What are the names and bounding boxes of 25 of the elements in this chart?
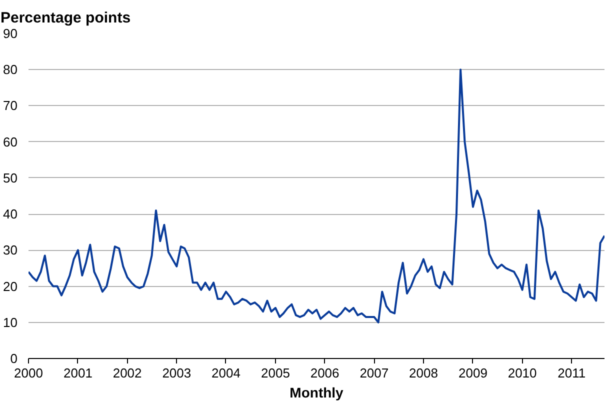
x-tick-label: 2009 — [458, 366, 488, 380]
x-tick-label: 2007 — [360, 366, 389, 380]
x-tick-label: 2006 — [310, 366, 340, 380]
x-tick-label: 2005 — [261, 366, 290, 380]
x-tick-label: 2001 — [64, 366, 92, 380]
line-series — [28, 68, 604, 324]
y-tick-label: 0 — [10, 351, 18, 366]
y-tick-label: 10 — [3, 314, 18, 330]
x-axis-title: Monthly — [290, 384, 344, 400]
y-tick-label: 30 — [3, 242, 18, 258]
x-tick-label: 2010 — [508, 366, 537, 380]
y-tick-label: 80 — [3, 62, 18, 78]
x-tick-label: 2011 — [558, 366, 586, 380]
y-tick-label: 50 — [3, 170, 18, 186]
x-tick-label: 2008 — [409, 366, 438, 380]
x-tick-label: 2002 — [112, 366, 142, 380]
x-tick-label: 2004 — [212, 366, 240, 380]
y-tick-label: 90 — [3, 26, 18, 41]
x-tick-label: 2003 — [162, 366, 192, 380]
y-tick-label: 20 — [3, 278, 18, 294]
x-tick-label: 2000 — [14, 366, 43, 380]
y-tick-label: 60 — [3, 134, 18, 150]
y-tick-label: 40 — [3, 206, 18, 222]
chart-title: Percentage points — [0, 10, 131, 26]
y-tick-label: 70 — [3, 98, 18, 114]
